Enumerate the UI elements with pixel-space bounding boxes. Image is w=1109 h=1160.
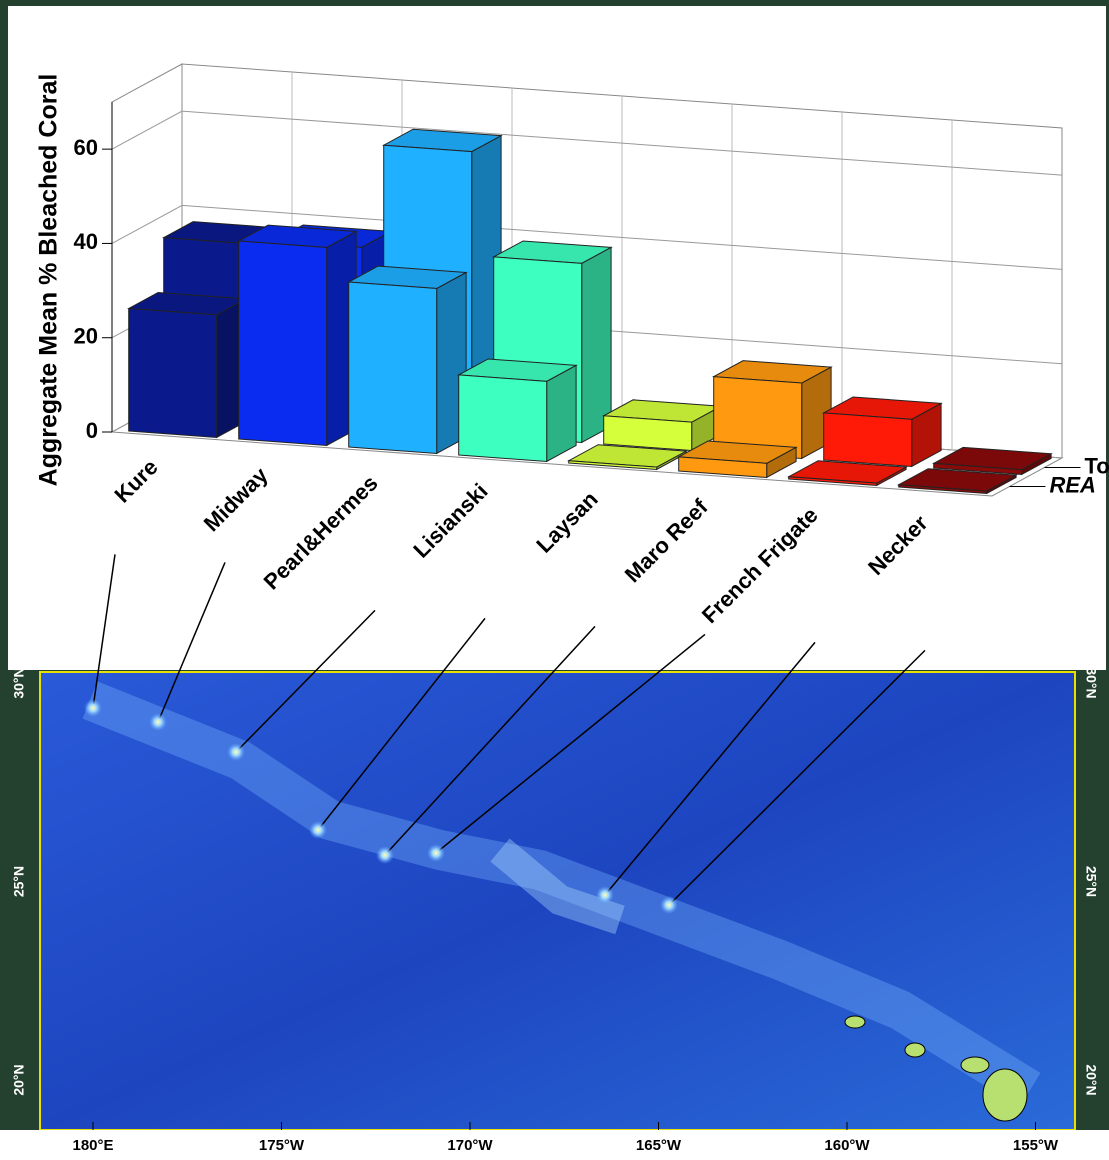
lon-label: 180°E <box>72 1137 113 1154</box>
bar-front <box>823 412 913 467</box>
island <box>960 1056 990 1074</box>
island <box>904 1042 926 1058</box>
bar <box>786 460 908 487</box>
bar <box>346 265 468 455</box>
leader-line <box>604 641 816 896</box>
reef <box>149 713 167 731</box>
legend-label: Tow <box>1085 453 1109 478</box>
map <box>0 671 1109 1160</box>
bar <box>601 399 723 452</box>
leader-line <box>317 617 486 831</box>
lat-label: 30°N <box>1083 667 1099 698</box>
bar-side <box>581 246 612 444</box>
y-tick-label: 0 <box>86 418 98 443</box>
lon-label: 175°W <box>259 1137 305 1154</box>
bar-front <box>458 374 548 462</box>
bar <box>896 468 1018 495</box>
y-tick-label: 40 <box>74 229 98 254</box>
reef <box>427 844 445 862</box>
shoal <box>490 838 625 935</box>
y-tick-label: 20 <box>74 324 98 349</box>
bar <box>236 224 358 447</box>
bar <box>566 444 688 471</box>
bar-front <box>348 281 438 454</box>
bar-front <box>603 415 693 451</box>
reef <box>309 821 327 839</box>
y-tick-label: 60 <box>74 135 98 160</box>
leader-line <box>668 649 926 906</box>
bar-front <box>568 460 658 470</box>
lat-label: 25°N <box>11 866 27 897</box>
reef <box>84 699 102 717</box>
bar-front <box>788 476 878 486</box>
lon-label: 155°W <box>1013 1137 1059 1154</box>
reef <box>660 896 678 914</box>
reef <box>596 886 614 904</box>
bar <box>821 396 943 468</box>
lon-label: 170°W <box>447 1137 493 1154</box>
bar-front <box>128 307 218 438</box>
bar-front <box>898 484 988 494</box>
ridge <box>82 681 1041 1108</box>
bar-front <box>678 456 768 478</box>
bar-front <box>933 462 1023 475</box>
bar <box>456 358 578 463</box>
y-axis-label: Aggregate Mean % Bleached Coral <box>35 74 63 487</box>
lon-label: 160°W <box>824 1137 870 1154</box>
leader-line <box>92 554 116 709</box>
leader-line <box>235 609 376 753</box>
axis-band <box>0 1130 1109 1160</box>
island <box>982 1068 1028 1122</box>
leader-line <box>157 562 226 723</box>
legend-label: REA <box>1050 472 1096 497</box>
bar <box>676 440 798 479</box>
leader-line <box>435 633 706 854</box>
map-area <box>39 671 1076 1131</box>
lat-label: 20°N <box>11 1064 27 1095</box>
reef <box>227 743 245 761</box>
reef <box>376 846 394 864</box>
lon-label: 165°W <box>636 1137 682 1154</box>
bar-front <box>238 240 328 446</box>
lat-label: 25°N <box>1083 866 1099 897</box>
lat-label: 30°N <box>11 667 27 698</box>
leader-line <box>384 625 596 856</box>
bar <box>126 292 248 439</box>
grid-line <box>111 204 1063 270</box>
island <box>844 1015 866 1029</box>
bar-side <box>546 364 577 463</box>
lat-label: 20°N <box>1083 1064 1099 1095</box>
bar <box>931 446 1053 476</box>
grid-line <box>111 110 1063 176</box>
